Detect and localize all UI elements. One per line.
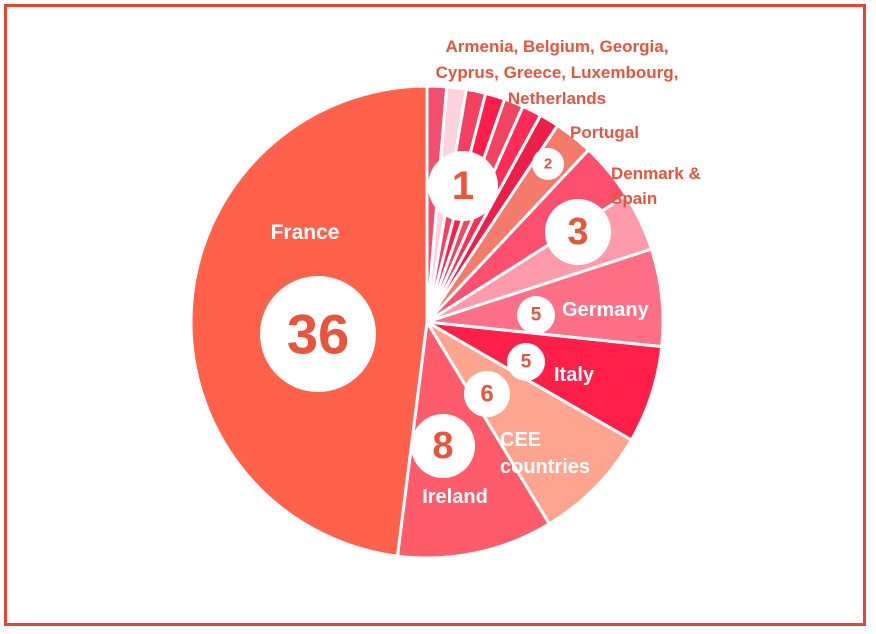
italy-badge [507, 343, 545, 381]
portugal-badge [532, 148, 564, 180]
france-value-label: 36 [287, 303, 349, 366]
germany-value-label: 5 [531, 305, 542, 326]
germany-label: Germany [562, 299, 650, 321]
cee-value-label: 6 [480, 381, 493, 408]
denmark-spain-badge [545, 199, 611, 265]
denmark-spain-label: Denmark & Spain [611, 164, 701, 208]
portugal-label: Portugal [570, 123, 639, 142]
italy-value-label: 5 [521, 352, 532, 373]
ireland-value-label: 8 [432, 425, 453, 467]
pie-slice-cee-countries [425, 320, 633, 526]
chart-frame [4, 4, 866, 626]
france-label: France [271, 221, 340, 244]
small-group-label: Armenia, Belgium, Georgia, Cyprus, Greece… [436, 37, 679, 108]
germany-badge [517, 296, 555, 334]
france-badge [260, 276, 376, 392]
small-group-value-label: 1 [452, 164, 474, 208]
denmark-spain-value-label: 3 [567, 211, 588, 253]
italy-label: Italy [554, 364, 595, 386]
ireland-label: Ireland [422, 486, 488, 508]
portugal-value-label: 2 [544, 156, 552, 173]
cee-badge [464, 371, 510, 417]
cee-label: CEE countries [500, 429, 590, 478]
ireland-badge [411, 414, 475, 478]
small-group-badge [428, 151, 498, 221]
